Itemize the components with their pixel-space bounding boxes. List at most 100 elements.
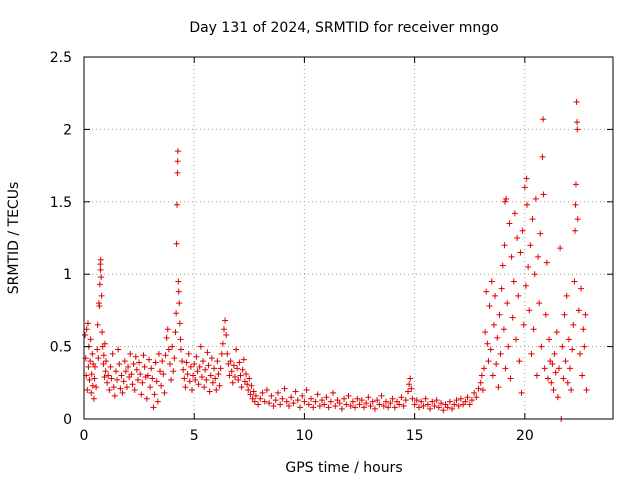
data-point: [175, 278, 182, 285]
data-point: [504, 300, 511, 307]
data-point: [270, 402, 277, 409]
data-point: [266, 400, 273, 407]
data-point: [98, 292, 105, 299]
data-point: [208, 355, 215, 362]
data-point: [107, 363, 114, 370]
data-point: [433, 397, 440, 404]
data-point: [389, 395, 396, 402]
data-point: [530, 326, 537, 333]
data-point: [422, 395, 429, 402]
data-point: [525, 263, 532, 270]
data-point: [522, 282, 529, 289]
data-point: [100, 352, 107, 359]
data-point: [117, 385, 124, 392]
data-point: [207, 372, 214, 379]
data-point: [135, 376, 142, 383]
data-point: [549, 360, 556, 367]
data-point: [158, 382, 165, 389]
data-point: [233, 346, 240, 353]
data-point: [299, 392, 306, 399]
data-point: [551, 350, 558, 357]
data-point: [305, 401, 312, 408]
data-point: [374, 397, 381, 404]
data-point: [170, 368, 177, 375]
data-point: [151, 391, 158, 398]
data-point: [182, 384, 189, 391]
data-point: [154, 398, 161, 405]
data-point: [553, 329, 560, 336]
data-point: [405, 388, 412, 395]
data-point: [171, 355, 178, 362]
data-point: [169, 343, 176, 350]
data-point: [101, 374, 108, 381]
y-tick-label: 1.5: [50, 195, 72, 211]
data-point: [438, 400, 445, 407]
data-point: [369, 398, 376, 405]
data-point: [446, 398, 453, 405]
data-point: [219, 340, 226, 347]
data-point: [316, 402, 323, 409]
data-point: [473, 394, 480, 401]
data-point: [570, 321, 577, 328]
data-point: [139, 379, 146, 386]
data-point: [564, 379, 571, 386]
data-point: [144, 372, 151, 379]
data-point: [245, 387, 252, 394]
data-point: [223, 332, 230, 339]
data-point: [234, 365, 241, 372]
x-tick-label: 15: [406, 428, 424, 444]
data-point: [310, 404, 317, 411]
data-point: [396, 401, 403, 408]
data-point: [516, 358, 523, 365]
data-point: [554, 394, 561, 401]
data-point: [502, 365, 509, 372]
data-point: [138, 391, 145, 398]
data-point: [347, 402, 354, 409]
grid-lines: [84, 57, 613, 419]
data-point: [560, 375, 567, 382]
data-point: [427, 405, 434, 412]
data-point: [546, 336, 553, 343]
data-point: [341, 395, 348, 402]
data-point: [544, 375, 551, 382]
data-point: [100, 360, 107, 367]
data-point: [529, 216, 536, 223]
data-point: [468, 397, 475, 404]
data-point: [301, 398, 308, 405]
data-point: [431, 402, 438, 409]
data-point: [88, 371, 95, 378]
data-point: [250, 388, 257, 395]
data-point: [263, 387, 270, 394]
data-point: [110, 384, 117, 391]
data-point: [376, 401, 383, 408]
data-point: [255, 401, 262, 408]
data-point: [488, 278, 495, 285]
data-point: [358, 397, 365, 404]
data-point: [528, 350, 535, 357]
data-point: [449, 405, 456, 412]
data-point: [259, 389, 266, 396]
data-point: [526, 307, 533, 314]
data-point: [363, 400, 370, 407]
data-point: [521, 184, 528, 191]
data-point: [535, 253, 542, 260]
data-point: [416, 404, 423, 411]
data-point: [230, 362, 237, 369]
data-point: [352, 404, 359, 411]
data-point: [408, 385, 415, 392]
data-point: [197, 343, 204, 350]
data-point: [327, 398, 334, 405]
data-point: [511, 210, 518, 217]
data-point: [90, 395, 97, 402]
data-point: [482, 329, 489, 336]
data-point: [471, 389, 478, 396]
data-point: [195, 381, 202, 388]
data-point: [294, 397, 301, 404]
y-tick-label: 2.5: [50, 50, 72, 66]
data-point: [137, 371, 144, 378]
data-point: [231, 374, 238, 381]
data-point: [187, 363, 194, 370]
data-point: [186, 378, 193, 385]
data-point: [539, 153, 546, 160]
